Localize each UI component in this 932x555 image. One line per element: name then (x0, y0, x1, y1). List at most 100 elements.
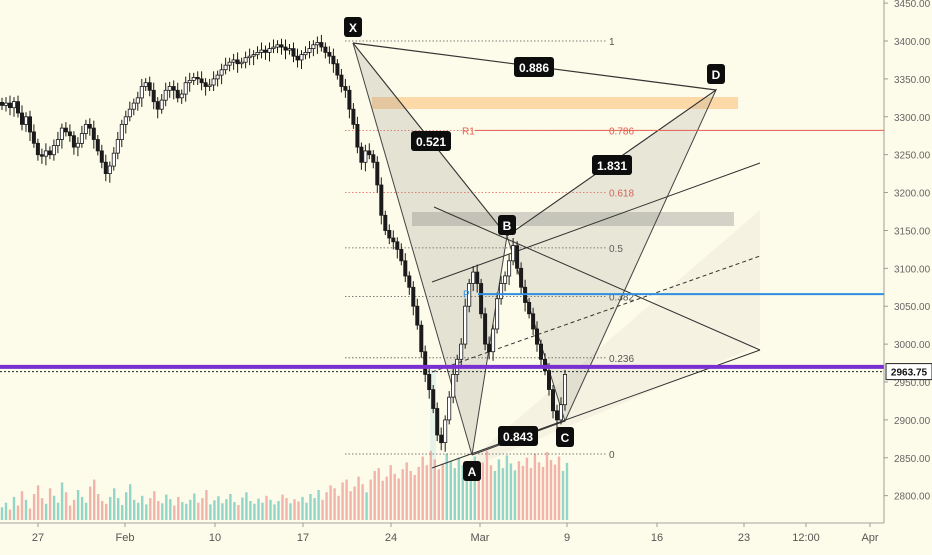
candle-body (363, 150, 368, 163)
candle-body (175, 89, 180, 99)
volume-bar (40, 498, 44, 520)
x-tick-label: 27 (32, 532, 44, 544)
volume-bar (169, 499, 172, 520)
volume-bar (76, 490, 80, 520)
lower-trendline (431, 349, 761, 469)
volume-bar (4, 502, 8, 520)
volume-bar (333, 488, 336, 520)
volume-bar (8, 509, 12, 520)
volume-bar (0, 507, 4, 520)
volume-bar (305, 502, 308, 520)
candle-body (247, 55, 252, 59)
volume-bar (261, 502, 264, 520)
volume-bar (125, 492, 128, 520)
candle-body (255, 52, 260, 56)
candle-body (355, 124, 360, 148)
volume-bar (313, 498, 316, 520)
candle-body (399, 248, 404, 262)
pivot-label: P (463, 289, 470, 300)
volume-bar (437, 469, 440, 520)
volume-bar (341, 482, 344, 520)
volume-bar (309, 494, 312, 520)
candle-body (151, 89, 156, 103)
candle-body (359, 146, 364, 163)
volume-bar (265, 495, 268, 520)
candle-body (483, 313, 488, 345)
candle-body (291, 48, 296, 57)
fib-label: 0.382 (609, 292, 634, 303)
x-tick-label: 9 (564, 532, 570, 544)
fib-label: 1 (609, 37, 615, 48)
x-tick-label: 12:00 (792, 532, 820, 544)
candle-body (347, 89, 352, 110)
volume-bar (517, 461, 521, 520)
candle-body (39, 154, 44, 157)
candle-body (503, 275, 508, 284)
volume-bar (113, 488, 116, 520)
candle-body (411, 286, 416, 307)
volume-bar (133, 499, 136, 520)
volume-bar (445, 453, 448, 520)
volume-bar (429, 450, 432, 520)
volume-bar (417, 466, 420, 520)
candle-body (55, 139, 60, 146)
volume-bar (161, 503, 164, 520)
volume-bar (72, 499, 76, 520)
y-tick-label: 3250.00 (894, 151, 931, 162)
candle-body (267, 48, 272, 53)
volume-bar (48, 488, 52, 520)
ratio-label-bg (498, 426, 538, 446)
volume-bar (381, 480, 384, 520)
point-label-bg (556, 427, 574, 447)
volume-bar (289, 503, 292, 520)
horizontal-lines (0, 129, 884, 373)
y-tick-label: 3050.00 (894, 302, 931, 313)
volume-bar (28, 508, 32, 520)
volume-bar (549, 460, 553, 520)
volume-bar (561, 471, 565, 520)
volume-bar (337, 495, 340, 520)
candle-body (71, 135, 76, 148)
candle-body (159, 99, 164, 110)
candle-body (407, 275, 412, 288)
candle-body (327, 52, 332, 57)
candle-body (163, 89, 168, 101)
volume-bar (89, 486, 92, 520)
volume-bar (321, 499, 324, 520)
candle-body (31, 131, 36, 144)
candle-body (303, 52, 308, 56)
candle-body (35, 142, 40, 156)
ratio-label: 1.831 (597, 159, 627, 173)
volume-bar (165, 494, 168, 520)
candle-body (15, 101, 20, 114)
volume-bar (409, 471, 412, 520)
ratio-label-bg (592, 155, 632, 175)
candle-body (287, 48, 292, 51)
volume-bar (509, 463, 513, 520)
candle-body (439, 434, 444, 444)
x-tick-label: 23 (738, 532, 750, 544)
candle-body (179, 93, 184, 99)
x-tick-label: 10 (209, 532, 221, 544)
candle-body (331, 55, 336, 65)
candle-body (491, 328, 496, 353)
x-tick-label: Apr (861, 532, 878, 544)
volume-bar (457, 457, 460, 520)
y-tick-label: 3000.00 (894, 340, 931, 351)
channel-mid-line (431, 255, 761, 373)
volume-bar (221, 503, 224, 520)
volume-bar (225, 499, 228, 520)
candle-body (127, 108, 132, 118)
volume-bar (465, 472, 468, 520)
volume-bar (349, 491, 352, 520)
volume-bar (145, 504, 148, 520)
candle-body (343, 86, 348, 91)
volume-bar (241, 497, 244, 520)
candle-body (527, 301, 532, 315)
volume-bar (205, 490, 208, 520)
volume-bar (489, 465, 493, 520)
candle-body (191, 77, 196, 81)
volume-bar (44, 503, 48, 520)
